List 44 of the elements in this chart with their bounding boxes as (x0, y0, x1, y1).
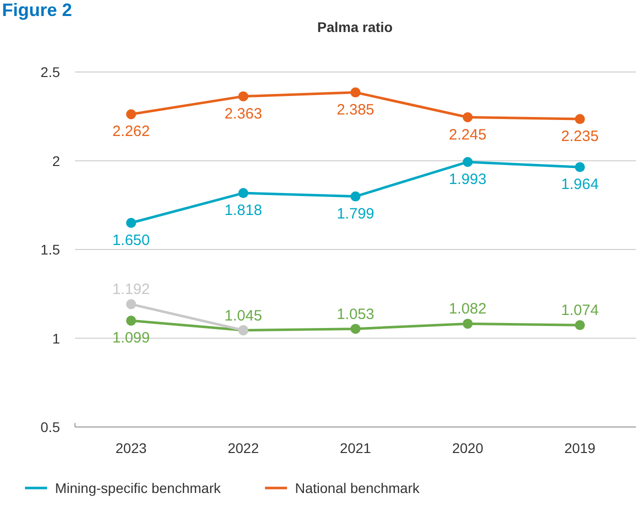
point (126, 316, 136, 326)
point (350, 87, 360, 98)
point (462, 112, 473, 122)
data-label: 1.074 (561, 302, 599, 320)
point (574, 114, 585, 124)
point (350, 324, 360, 334)
point (350, 191, 360, 202)
data-label: 2.245 (448, 126, 486, 144)
data-label: 1.993 (448, 170, 486, 188)
data-label: 2.235 (561, 128, 599, 146)
x-tick-label: 2021 (340, 440, 372, 456)
point (238, 91, 248, 102)
chart-title: Palma ratio (317, 19, 393, 35)
y-tick-label: 2.5 (40, 64, 60, 80)
point (462, 318, 473, 329)
data-label: 1.964 (561, 176, 599, 194)
data-label: 1.650 (112, 232, 150, 249)
point (126, 109, 136, 120)
data-label: 2.262 (112, 123, 150, 140)
point (126, 299, 136, 310)
data-label: 1.053 (336, 306, 374, 323)
x-tick-label: 2022 (228, 440, 260, 456)
point (574, 320, 585, 330)
data-label: 1.818 (224, 202, 262, 220)
data-label: 2.363 (224, 105, 262, 122)
legend-label: Mining-specific benchmark (55, 480, 222, 496)
y-tick-label: 1 (52, 330, 60, 346)
point (126, 218, 136, 228)
point (462, 156, 473, 167)
point (238, 188, 248, 198)
data-label: 2.385 (336, 101, 374, 118)
data-label: 1.045 (224, 307, 262, 324)
point (574, 162, 585, 172)
x-tick-label: 2020 (452, 440, 484, 456)
y-tick-label: 1.5 (40, 242, 60, 258)
legend-label: National benchmark (295, 480, 421, 496)
y-tick-label: 0.5 (40, 419, 60, 435)
data-label: 1.799 (336, 205, 374, 222)
caption: Figure 2 (2, 0, 72, 20)
x-tick-label: 2019 (564, 440, 596, 456)
x-tick-label: 2023 (116, 440, 147, 456)
data-label: 1.082 (448, 300, 486, 318)
y-tick-label: 2 (52, 152, 60, 169)
data-label: 1.099 (112, 330, 150, 347)
